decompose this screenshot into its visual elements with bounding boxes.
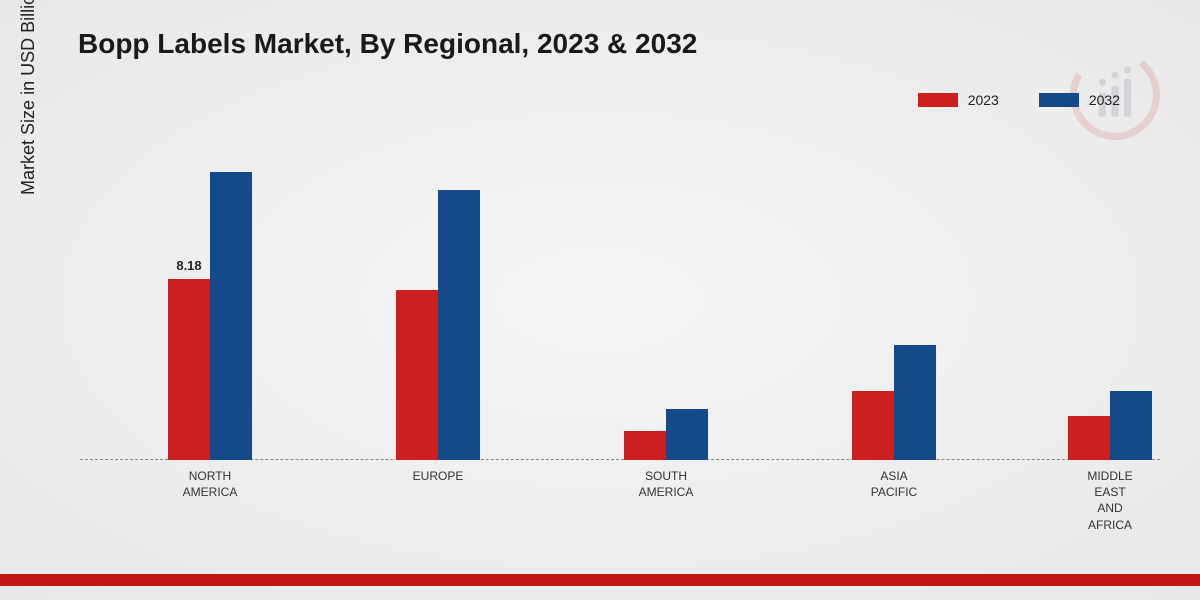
bar-group xyxy=(168,172,252,460)
legend-swatch xyxy=(1039,93,1079,107)
footer-accent-bar xyxy=(0,574,1200,586)
legend-label: 2032 xyxy=(1089,92,1120,108)
bar-group xyxy=(852,345,936,460)
legend-label: 2023 xyxy=(968,92,999,108)
legend-swatch xyxy=(918,93,958,107)
legend: 2023 2032 xyxy=(918,92,1120,108)
legend-item-2023: 2023 xyxy=(918,92,999,108)
bar-group xyxy=(1068,391,1152,460)
bar-group xyxy=(624,409,708,460)
bar-2032 xyxy=(1110,391,1152,460)
x-axis-category-label: NORTH AMERICA xyxy=(183,468,238,500)
x-axis-category-label: SOUTH AMERICA xyxy=(639,468,694,500)
y-axis-label: Market Size in USD Billion xyxy=(18,0,39,195)
x-axis-category-label: MIDDLE EAST AND AFRICA xyxy=(1087,468,1132,533)
x-axis-category-label: EUROPE xyxy=(413,468,464,484)
chart-plot-area: 8.18 xyxy=(80,150,1160,460)
bar-2032 xyxy=(894,345,936,460)
bar-2023 xyxy=(1068,416,1110,460)
bar-2023 xyxy=(624,431,666,460)
bar-2023 xyxy=(168,279,210,460)
bar-2032 xyxy=(666,409,708,460)
bar-2023 xyxy=(396,290,438,461)
bar-group xyxy=(396,190,480,460)
bar-value-label: 8.18 xyxy=(176,258,201,273)
chart-title: Bopp Labels Market, By Regional, 2023 & … xyxy=(78,28,697,60)
legend-item-2032: 2032 xyxy=(1039,92,1120,108)
bar-2023 xyxy=(852,391,894,460)
x-axis-category-label: ASIA PACIFIC xyxy=(871,468,917,500)
bar-2032 xyxy=(438,190,480,460)
bar-2032 xyxy=(210,172,252,460)
x-axis-labels: NORTH AMERICA EUROPE SOUTH AMERICA ASIA PAC… xyxy=(80,468,1160,548)
